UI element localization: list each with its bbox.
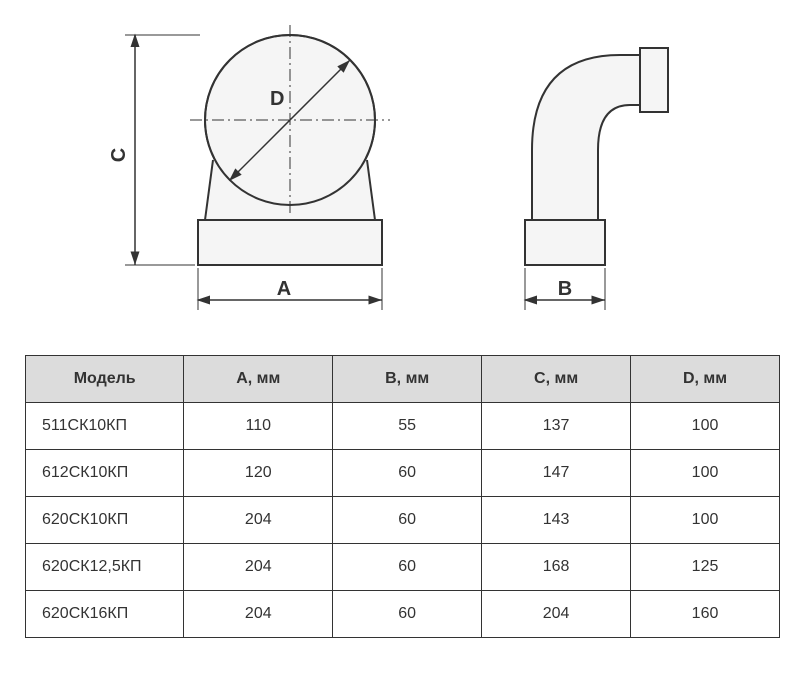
cell-value: 100 — [631, 403, 780, 450]
dim-b-label: B — [558, 278, 572, 300]
cell-value: 147 — [482, 450, 631, 497]
table-row: 620СК10КП20460143100 — [26, 497, 780, 544]
table-row: 620СК12,5КП20460168125 — [26, 544, 780, 591]
table-row: 620СК16КП20460204160 — [26, 591, 780, 638]
cell-value: 100 — [631, 497, 780, 544]
cell-value: 168 — [482, 544, 631, 591]
cell-value: 60 — [333, 591, 482, 638]
dim-d-label: D — [270, 88, 284, 110]
cell-value: 55 — [333, 403, 482, 450]
cell-value: 60 — [333, 497, 482, 544]
dimensions-table: Модель A, мм B, мм C, мм D, мм 511СК10КП… — [25, 355, 780, 638]
cell-value: 120 — [184, 450, 333, 497]
cell-value: 204 — [482, 591, 631, 638]
cell-value: 160 — [631, 591, 780, 638]
cell-value: 137 — [482, 403, 631, 450]
diagram-svg: D A C B — [0, 0, 805, 330]
cell-value: 204 — [184, 591, 333, 638]
cell-model: 620СК10КП — [26, 497, 184, 544]
col-b: B, мм — [333, 356, 482, 403]
table-header-row: Модель A, мм B, мм C, мм D, мм — [26, 356, 780, 403]
cell-model: 620СК12,5КП — [26, 544, 184, 591]
technical-diagram: D A C B — [0, 0, 805, 330]
cell-model: 620СК16КП — [26, 591, 184, 638]
dim-a-label: A — [277, 278, 291, 300]
cell-value: 204 — [184, 497, 333, 544]
table-row: 612СК10КП12060147100 — [26, 450, 780, 497]
col-a: A, мм — [184, 356, 333, 403]
table-row: 511СК10КП11055137100 — [26, 403, 780, 450]
col-d: D, мм — [631, 356, 780, 403]
cell-model: 612СК10КП — [26, 450, 184, 497]
cell-value: 60 — [333, 544, 482, 591]
front-view: D A C — [108, 25, 390, 310]
cell-value: 125 — [631, 544, 780, 591]
cell-value: 204 — [184, 544, 333, 591]
dim-c-label: C — [108, 148, 130, 162]
cell-value: 60 — [333, 450, 482, 497]
col-model: Модель — [26, 356, 184, 403]
dimensions-table-wrapper: Модель A, мм B, мм C, мм D, мм 511СК10КП… — [25, 355, 780, 638]
side-view: B — [525, 48, 668, 310]
cell-model: 511СК10КП — [26, 403, 184, 450]
cell-value: 110 — [184, 403, 333, 450]
cell-value: 143 — [482, 497, 631, 544]
col-c: C, мм — [482, 356, 631, 403]
cell-value: 100 — [631, 450, 780, 497]
